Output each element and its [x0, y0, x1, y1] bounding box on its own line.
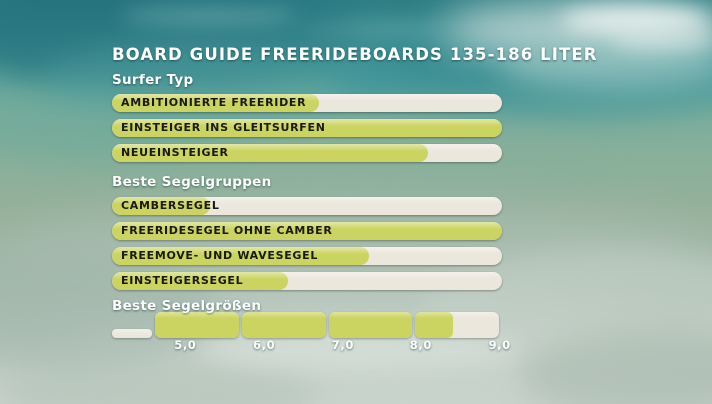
bar-fill: [112, 222, 502, 240]
bar-fill: [112, 119, 502, 137]
axis-tick-label: 9,0: [488, 338, 511, 352]
sail-size-segment-gloss: [155, 312, 239, 318]
bar-label: EINSTEIGERSEGEL: [121, 274, 244, 287]
sail-size-segment-gloss: [242, 312, 326, 318]
section-label-beste-segelgroessen: Beste Segelgrößen: [112, 298, 262, 314]
bar-label: FREERIDESEGEL OHNE CAMBER: [121, 224, 333, 237]
foam-shape: [120, 8, 300, 24]
sail-size-segment[interactable]: [415, 312, 499, 338]
bar-ambitionierte-freerider[interactable]: AMBITIONIERTE FREERIDER: [112, 94, 502, 112]
bar-einsteigersegel[interactable]: EINSTEIGERSEGEL: [112, 272, 502, 290]
sail-size-segment-fill: [328, 312, 413, 338]
sail-size-segment-gloss: [112, 329, 153, 335]
page-title: BOARD GUIDE FREERIDEBOARDS 135-186 LITER: [112, 45, 598, 64]
bar-fill: [112, 272, 288, 290]
bar-fill: [112, 197, 210, 215]
axis-tick-label: 5,0: [174, 338, 197, 352]
bar-freeridesegel-ohne-camber[interactable]: FREERIDESEGEL OHNE CAMBER: [112, 222, 502, 240]
axis-tick-label: 6,0: [253, 338, 276, 352]
axis-tick-label: 8,0: [409, 338, 432, 352]
bar-fill: [112, 247, 370, 265]
bar-label: AMBITIONIERTE FREERIDER: [121, 96, 307, 109]
sail-size-segment-gloss: [415, 312, 499, 318]
foam-shape: [610, 30, 712, 50]
sail-size-chart[interactable]: [112, 306, 502, 338]
bar-fill: [112, 94, 319, 112]
sail-size-segment[interactable]: [242, 312, 326, 338]
bar-freemove-und-wavesegel[interactable]: FREEMOVE- UND WAVESEGEL: [112, 247, 502, 265]
sail-size-segment-fill: [415, 312, 453, 338]
sail-size-segment[interactable]: [328, 312, 413, 338]
bar-label: EINSTEIGER INS GLEITSURFEN: [121, 121, 326, 134]
section-label-beste-segelgruppen: Beste Segelgruppen: [112, 174, 272, 190]
foam-shape: [300, 22, 460, 36]
bar-fill: [112, 144, 428, 162]
sail-size-segment[interactable]: [155, 312, 239, 338]
axis-tick-label: 7,0: [331, 338, 354, 352]
bar-neueinsteiger[interactable]: NEUEINSTEIGER: [112, 144, 502, 162]
section-label-surfer-typ: Surfer Typ: [112, 72, 194, 88]
bar-label: NEUEINSTEIGER: [121, 146, 229, 159]
sail-size-segment-fill: [242, 312, 326, 338]
bar-label: CAMBERSEGEL: [121, 199, 220, 212]
foam-shape: [560, 6, 710, 34]
sail-size-axis: 5,0 6,0 7,0 8,0 9,0: [112, 338, 512, 356]
sail-size-segment[interactable]: [112, 329, 153, 338]
sail-size-segment-gloss: [328, 312, 413, 318]
bar-cambersegel[interactable]: CAMBERSEGEL: [112, 197, 502, 215]
bar-label: FREEMOVE- UND WAVESEGEL: [121, 249, 319, 262]
sail-size-segment-fill: [155, 312, 239, 338]
bar-einsteiger-ins-gleitsurfen[interactable]: EINSTEIGER INS GLEITSURFEN: [112, 119, 502, 137]
